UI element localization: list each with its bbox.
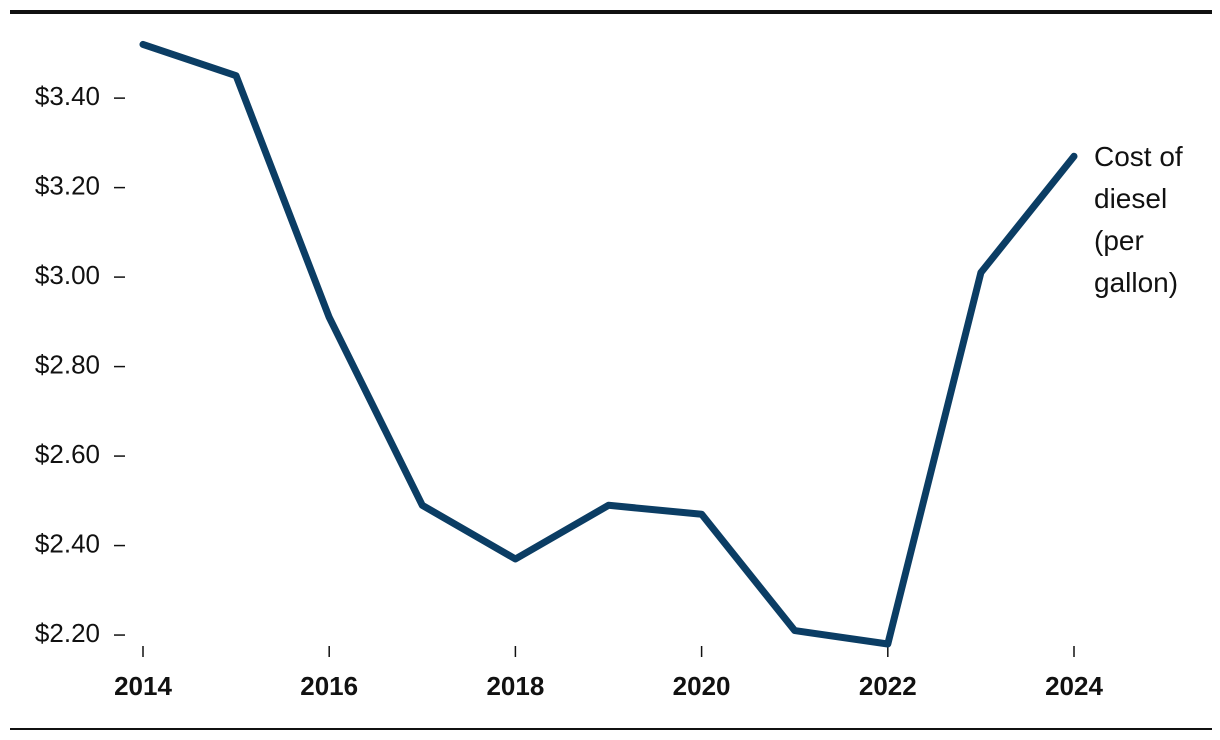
x-tick-label: 2024	[1045, 671, 1103, 701]
y-tick-label: $3.40	[35, 81, 100, 111]
x-tick-label: 2014	[114, 671, 172, 701]
x-tick-label: 2018	[486, 671, 544, 701]
series-line	[139, 40, 1078, 648]
x-tick-label: 2020	[673, 671, 731, 701]
y-tick-label: $2.40	[35, 528, 100, 558]
x-tick-label: 2022	[859, 671, 917, 701]
y-tick-label: $3.20	[35, 170, 100, 200]
x-tick-label: 2016	[300, 671, 358, 701]
y-tick-label: $2.20	[35, 618, 100, 648]
series-label: Cost of diesel (per gallon)	[1094, 141, 1183, 298]
y-tick-label: $2.80	[35, 349, 100, 379]
y-tick-label: $2.60	[35, 439, 100, 469]
y-tick-label: $3.00	[35, 260, 100, 290]
